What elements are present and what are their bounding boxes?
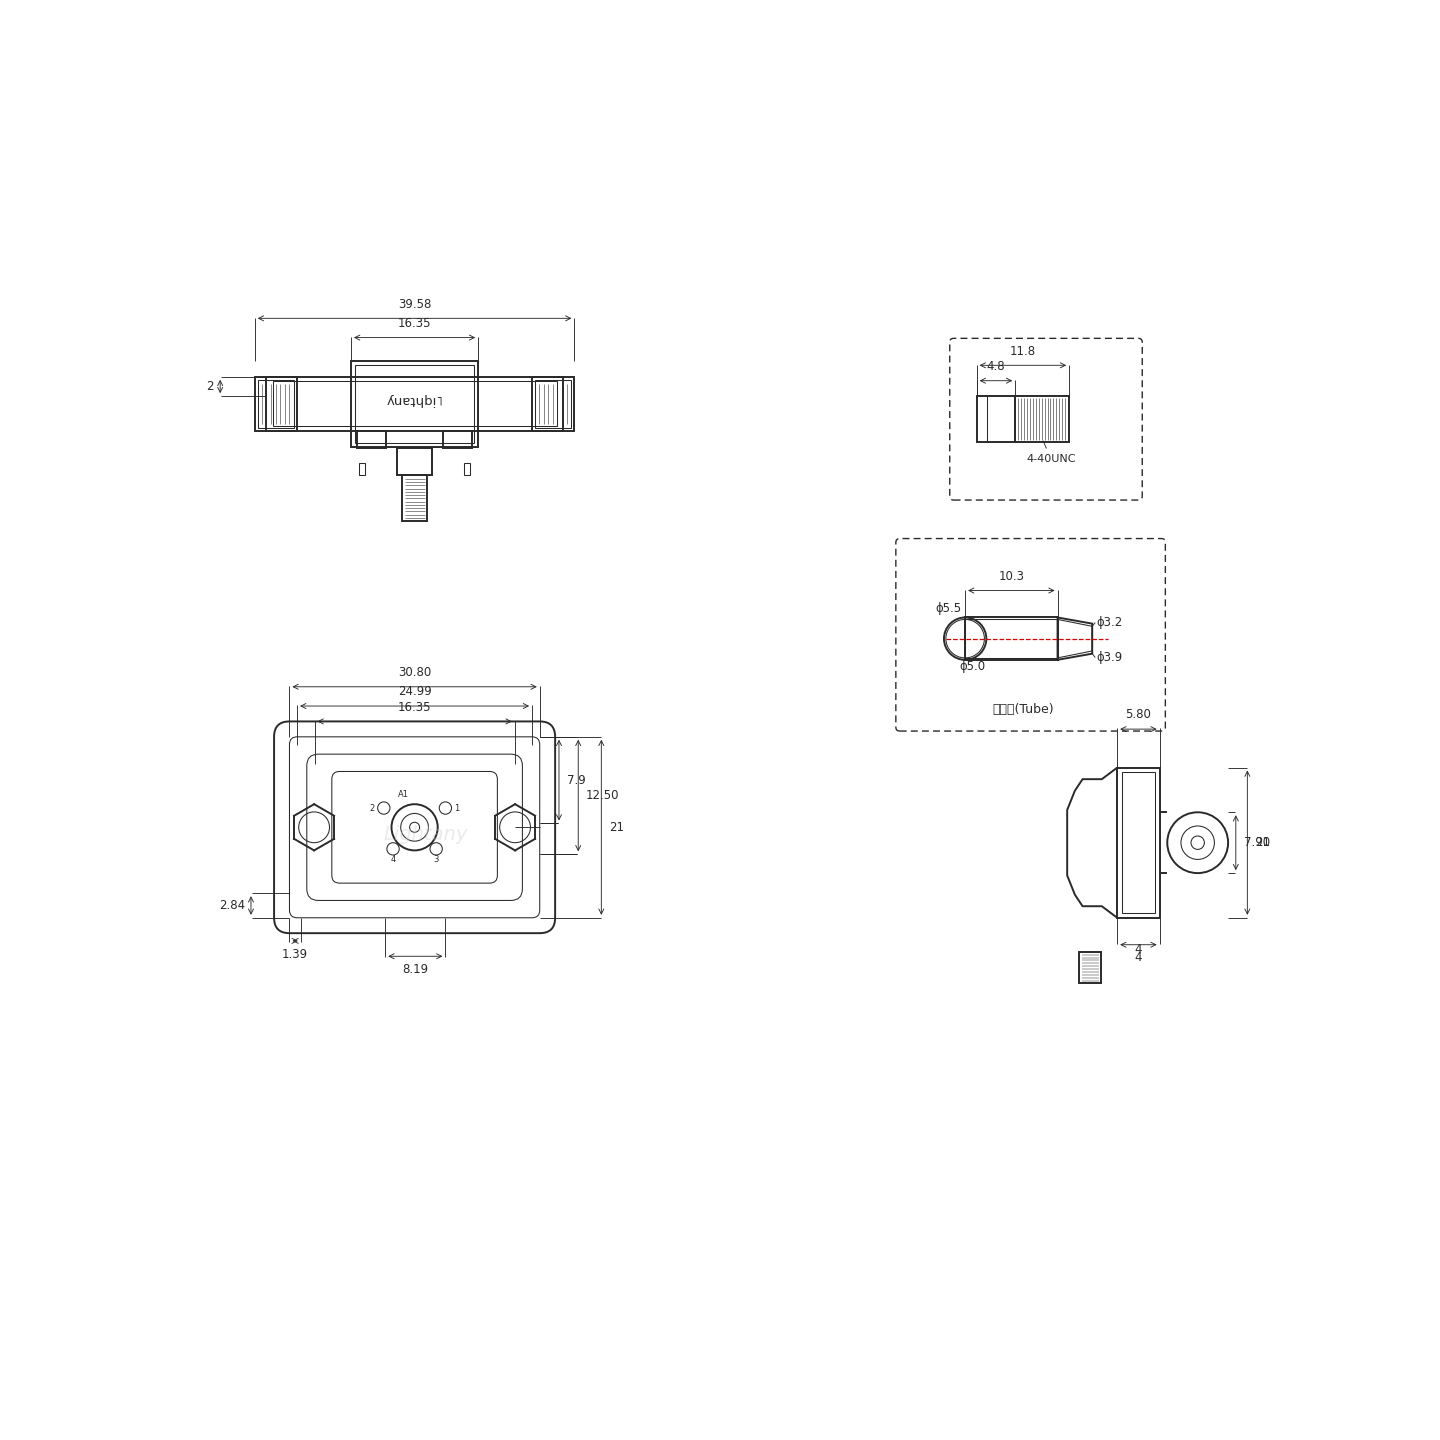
Bar xyxy=(255,377,297,431)
Text: Lightany: Lightany xyxy=(384,825,468,844)
Text: 39.58: 39.58 xyxy=(397,298,432,311)
Bar xyxy=(266,377,563,431)
Bar xyxy=(402,475,426,521)
Bar xyxy=(1080,952,1102,984)
Text: 2: 2 xyxy=(370,804,374,812)
Bar xyxy=(354,364,474,444)
Text: 8.19: 8.19 xyxy=(402,963,429,976)
Text: 16.35: 16.35 xyxy=(397,701,432,714)
Text: ϕ3.9: ϕ3.9 xyxy=(1096,651,1122,664)
Text: 12.50: 12.50 xyxy=(586,789,619,802)
Bar xyxy=(536,380,572,428)
Bar xyxy=(965,619,1057,658)
Text: 21: 21 xyxy=(1256,837,1270,850)
Bar xyxy=(965,618,1057,660)
Bar xyxy=(464,464,469,475)
Bar xyxy=(1122,772,1155,913)
Text: 1.39: 1.39 xyxy=(282,948,308,960)
Bar xyxy=(272,382,557,426)
Text: 11.8: 11.8 xyxy=(1009,344,1035,357)
Bar xyxy=(397,448,432,475)
Text: 1: 1 xyxy=(455,804,459,812)
Bar xyxy=(351,360,478,446)
Text: 3: 3 xyxy=(433,855,439,864)
Bar xyxy=(531,377,575,431)
Text: 30.80: 30.80 xyxy=(397,667,431,680)
Text: 2.84: 2.84 xyxy=(219,899,245,912)
Text: ʎuɐʇɥbᴉ˥: ʎuɐʇɥbᴉ˥ xyxy=(386,395,444,408)
Text: 2: 2 xyxy=(206,380,215,393)
Text: 16.35: 16.35 xyxy=(397,317,432,330)
Bar xyxy=(444,431,472,448)
Text: ϕ3.2: ϕ3.2 xyxy=(1096,616,1122,629)
Text: 5.80: 5.80 xyxy=(1126,708,1152,721)
Text: 4: 4 xyxy=(390,855,396,864)
Text: 4: 4 xyxy=(1135,943,1142,956)
Bar xyxy=(357,431,386,448)
Bar xyxy=(1117,768,1159,917)
Bar xyxy=(1015,396,1068,442)
Text: 24.99: 24.99 xyxy=(397,685,432,698)
Text: 10.3: 10.3 xyxy=(998,570,1024,583)
Text: 屏蔽管(Tube): 屏蔽管(Tube) xyxy=(992,703,1054,716)
Text: 4-40UNC: 4-40UNC xyxy=(1025,441,1076,464)
Text: 4: 4 xyxy=(1135,950,1142,963)
Text: 21: 21 xyxy=(609,821,624,834)
Text: ϕ5.5: ϕ5.5 xyxy=(935,602,962,615)
Text: 4.8: 4.8 xyxy=(986,360,1005,373)
Text: A1: A1 xyxy=(397,789,409,799)
Text: 7.9: 7.9 xyxy=(567,773,586,786)
Text: 7.90: 7.90 xyxy=(1244,837,1270,850)
Bar xyxy=(258,380,294,428)
Text: ϕ5.0: ϕ5.0 xyxy=(960,660,986,674)
Bar xyxy=(976,396,1015,442)
Bar xyxy=(359,464,366,475)
